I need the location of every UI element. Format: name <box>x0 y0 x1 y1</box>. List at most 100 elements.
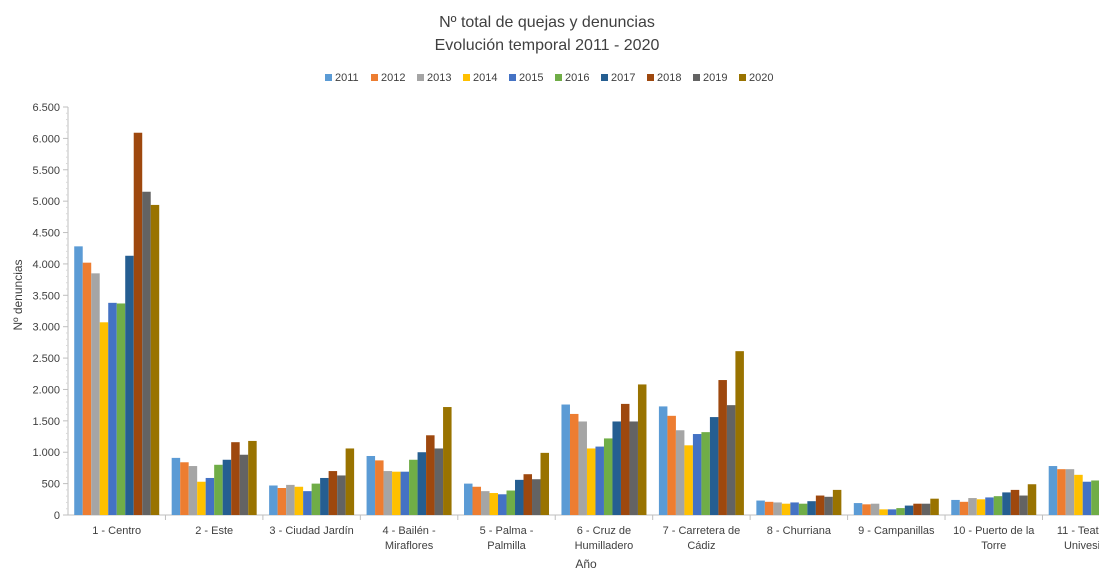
bar-2016-3 <box>311 483 321 515</box>
bar-2013-4 <box>383 471 393 515</box>
bar-2016-2 <box>214 464 223 515</box>
legend-swatch-2018 <box>647 74 654 81</box>
bar-2014-9 <box>879 509 888 515</box>
bar-2012-4 <box>375 460 384 515</box>
bar-2019-9 <box>921 503 931 515</box>
bar-2018-3 <box>328 471 338 515</box>
bars-layer <box>74 132 1099 516</box>
legend-swatch-2011 <box>325 74 332 81</box>
x-axis: 1 - Centro 2 - Este 3 - Ciudad Jardín 4 - B… <box>68 514 1099 552</box>
bar-2015-11 <box>1082 481 1092 515</box>
legend-swatch-2015 <box>509 74 516 81</box>
y-tick-label: 1.000 <box>32 447 60 459</box>
bar-2020-2 <box>248 440 257 515</box>
y-tick-label: 500 <box>42 479 60 491</box>
bar-2020-4 <box>443 407 452 515</box>
bar-2017-1 <box>125 255 134 516</box>
bar-2020-10 <box>1027 484 1037 515</box>
x-tick-label: 10 - Puerto de la <box>953 525 1035 537</box>
bar-2011-10 <box>951 499 960 515</box>
y-tick-label: 3.500 <box>32 290 60 302</box>
bar-2015-4 <box>400 471 410 515</box>
legend-swatch-2016 <box>555 74 562 81</box>
bar-2019-10 <box>1019 495 1028 515</box>
legend-label-2011: 2011 <box>335 72 359 84</box>
bar-2015-2 <box>205 477 215 515</box>
bar-2016-7 <box>701 432 710 515</box>
bar-2012-7 <box>667 415 676 515</box>
legend-swatch-2017 <box>601 74 608 81</box>
legend-label-2015: 2015 <box>519 72 543 84</box>
bar-2018-7 <box>718 380 727 515</box>
bar-2016-4 <box>409 459 418 515</box>
x-tick-label: Palmilla <box>487 540 526 552</box>
y-tick-label: 6.000 <box>32 133 60 145</box>
bar-2018-2 <box>231 442 240 515</box>
bar-2015-6 <box>595 446 604 515</box>
bar-2018-9 <box>913 503 922 515</box>
bar-2020-3 <box>345 448 355 515</box>
legend-swatch-2019 <box>693 74 700 81</box>
bar-2019-2 <box>239 454 249 515</box>
bar-2019-7 <box>726 405 736 515</box>
x-tick-label: Univesidad <box>1064 540 1099 552</box>
y-tick-label: 6.500 <box>32 102 60 114</box>
y-tick-label: 2.500 <box>32 353 60 365</box>
x-axis-title: Año <box>575 557 597 571</box>
x-tick-label: 5 - Palma - <box>480 525 534 537</box>
bar-2014-4 <box>392 471 401 515</box>
x-tick-label: Miraflores <box>385 540 434 552</box>
bar-2018-1 <box>133 132 143 515</box>
x-tick-label: Torre <box>981 540 1006 552</box>
bar-2019-8 <box>824 496 833 515</box>
chart-subtitle: Evolución temporal 2011 - 2020 <box>435 37 660 54</box>
bar-2016-6 <box>603 438 613 515</box>
y-tick-label: 4.000 <box>32 259 60 271</box>
y-tick-label: 2.000 <box>32 384 60 396</box>
legend-label-2016: 2016 <box>565 72 589 84</box>
bar-2016-8 <box>798 503 808 515</box>
bar-2020-8 <box>832 489 842 515</box>
bar-2014-6 <box>586 448 596 515</box>
x-tick-label: 6 - Cruz de <box>577 525 631 537</box>
bar-2018-5 <box>523 474 533 515</box>
bar-2012-11 <box>1057 469 1066 515</box>
bar-2015-5 <box>498 494 507 515</box>
bar-2012-8 <box>764 501 774 515</box>
bar-2016-10 <box>993 496 1003 515</box>
bar-2017-5 <box>515 479 524 515</box>
bar-2015-10 <box>985 497 994 515</box>
bar-2016-1 <box>116 303 126 515</box>
y-tick-label: 3.000 <box>32 322 60 334</box>
x-tick-label: 1 - Centro <box>92 525 141 537</box>
bar-2013-1 <box>91 273 100 515</box>
bar-2017-4 <box>417 452 427 515</box>
bar-2014-2 <box>197 481 206 515</box>
bar-2014-5 <box>489 493 499 515</box>
bar-2014-11 <box>1074 474 1083 515</box>
bar-2016-11 <box>1091 480 1099 515</box>
chart-title: Nº total de quejas y denuncias <box>439 14 655 31</box>
bar-2011-9 <box>853 503 863 515</box>
bar-2011-2 <box>171 457 181 515</box>
bar-2014-8 <box>781 503 791 515</box>
bar-2013-7 <box>675 430 685 515</box>
bar-2020-9 <box>930 498 939 515</box>
y-tick-label: 5.500 <box>32 165 60 177</box>
legend-label-2013: 2013 <box>427 72 451 84</box>
bar-2012-3 <box>277 488 287 515</box>
bar-2013-10 <box>968 498 977 515</box>
bar-2017-6 <box>612 421 621 515</box>
x-tick-label: 8 - Churriana <box>767 525 832 537</box>
bar-2020-7 <box>735 351 744 515</box>
bar-2019-3 <box>337 475 346 515</box>
bar-2011-4 <box>366 455 376 515</box>
bar-2015-9 <box>887 509 897 515</box>
bar-2011-6 <box>561 404 570 515</box>
bar-2018-10 <box>1010 489 1020 515</box>
bar-2013-5 <box>481 491 490 515</box>
legend-label-2019: 2019 <box>703 72 727 84</box>
legend-swatch-2020 <box>739 74 746 81</box>
bar-2015-7 <box>692 434 702 515</box>
